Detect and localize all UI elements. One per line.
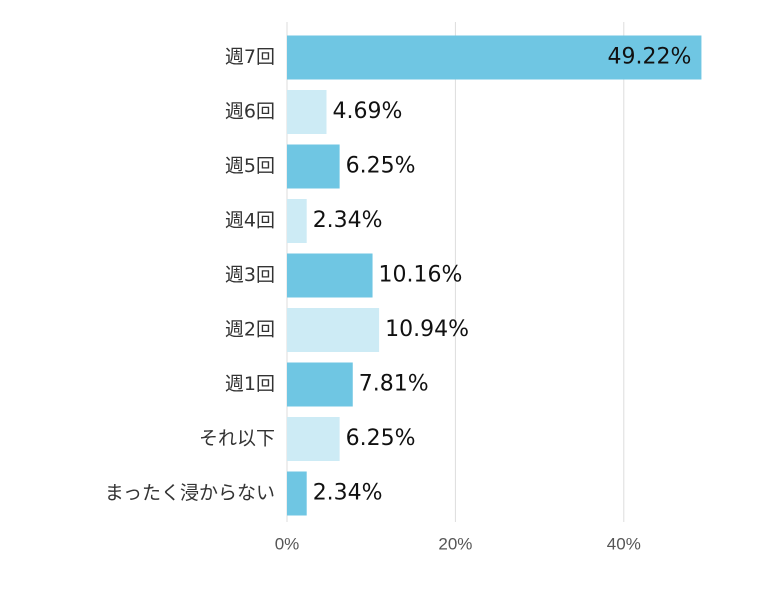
category-label: 週4回 (225, 210, 275, 232)
data-label: 10.16% (379, 263, 463, 288)
x-tick-label: 0% (275, 534, 300, 553)
value-labels: 49.22% 4.69% 6.25% 2.34% 10.16% 10.94% 7.81% 6.… (313, 45, 692, 506)
data-label: 2.34% (313, 208, 383, 233)
data-label: 10.94% (385, 317, 469, 342)
bar (287, 253, 373, 298)
category-label: 週7回 (225, 46, 275, 68)
data-label: 7.81% (359, 372, 429, 397)
bar (287, 417, 340, 461)
bar (287, 199, 307, 243)
data-label: 6.25% (346, 154, 416, 179)
x-axis-ticks: 0% 20% 40% (275, 534, 641, 553)
bar (287, 144, 340, 189)
x-tick-label: 20% (438, 534, 472, 553)
data-label: 49.22% (608, 45, 692, 70)
bar (287, 308, 380, 352)
category-label: 週6回 (225, 101, 275, 123)
data-label: 4.69% (332, 99, 402, 124)
data-label: 6.25% (346, 426, 416, 451)
category-label: まったく浸からない (105, 482, 275, 504)
category-label: 週2回 (225, 319, 275, 341)
category-label: 週5回 (225, 155, 275, 177)
x-tick-label: 40% (607, 534, 641, 553)
bar (287, 35, 702, 80)
bar (287, 90, 327, 134)
category-label: それ以下 (199, 428, 275, 450)
bars (287, 35, 702, 516)
category-label: 週1回 (225, 373, 275, 395)
bar (287, 362, 353, 407)
data-label: 2.34% (313, 481, 383, 506)
bar (287, 471, 307, 516)
category-label: 週3回 (225, 264, 275, 286)
